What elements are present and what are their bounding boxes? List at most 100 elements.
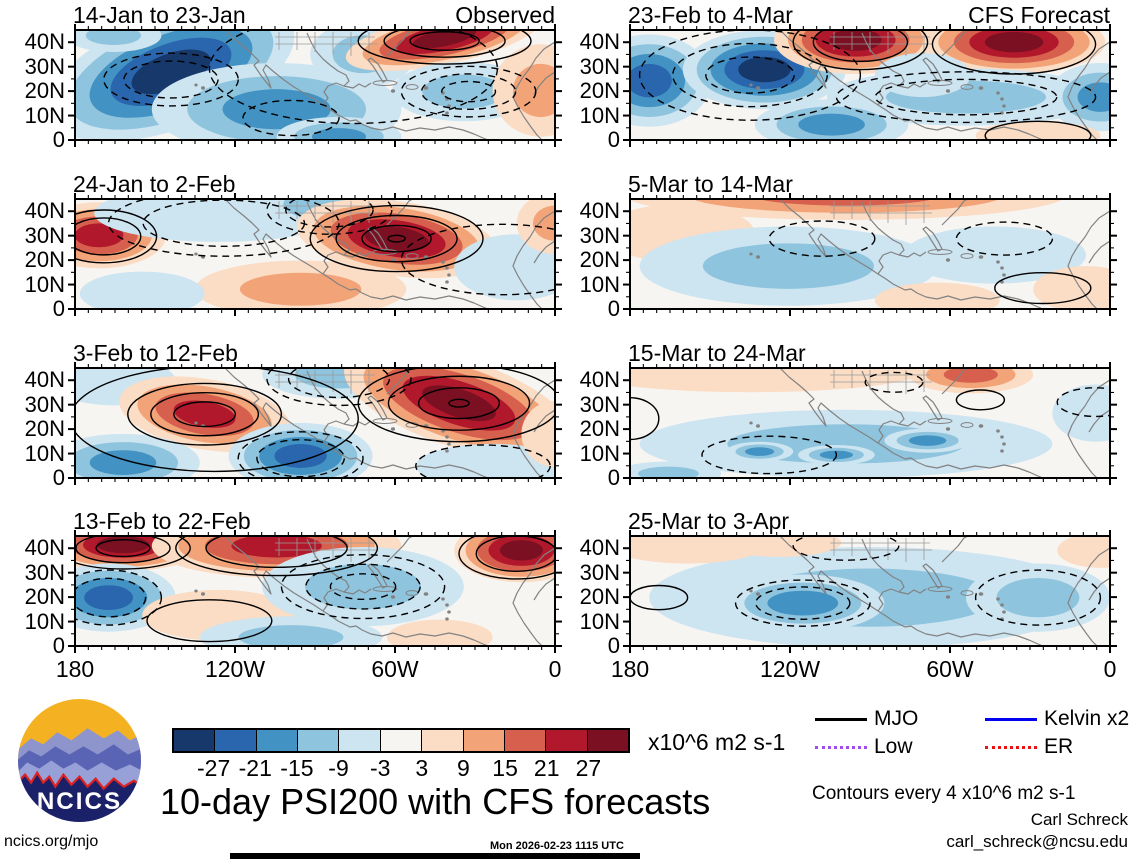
colorbar-level-label: 9 [457,755,470,781]
colorbar-cell [174,730,216,751]
panel-observed-4: 13-Feb to 22-Feb 40N 30N 20N 10N 0 [25,508,562,658]
y-tick-label: 0 [52,127,65,152]
panel-title: 5-Mar to 14-Mar [628,171,793,197]
y-tick-label: 40N [24,198,65,224]
y-tick-label: 30N [579,53,620,79]
y-tick-label: 10N [579,608,620,634]
y-tick-label: 0 [607,633,620,658]
y-tick-label: 0 [52,633,65,658]
website-link[interactable]: ncics.org/mjo [4,833,99,850]
credit-name: Carl Schreck [1030,810,1128,829]
colorbar-level-label: 27 [575,755,602,781]
panel-title: 3-Feb to 12-Feb [73,340,238,366]
contour-map [68,193,562,316]
contour-map [623,530,1117,653]
y-tick-label: 40N [579,29,620,55]
y-tick-label: 30N [24,559,65,585]
y-tick-label: 20N [579,78,620,104]
colorbar [172,728,630,753]
x-axis-labels-right: 180 120W 60W 0 [611,656,1117,686]
y-tick-label: 20N [579,584,620,610]
timestamp: Mon 2026-02-23 1115 UTC [490,840,624,852]
y-tick-label: 10N [24,608,65,634]
colorbar-units: x10^6 m2 s-1 [648,729,786,755]
panel-title: 24-Jan to 2-Feb [73,171,236,197]
column-heading-forecast: CFS Forecast [968,2,1110,28]
colorbar-cell [587,730,628,751]
legend-line-kelvin [985,718,1037,721]
colorbar-level-label: 15 [492,755,518,781]
x-tick-120w: 120W [759,656,821,682]
logo-ridge-line [18,770,141,791]
y-tick-label: 30N [579,559,620,585]
contour-map [68,530,562,653]
colorbar-level-label: -21 [238,755,272,781]
colorbar-cell [380,730,423,751]
legend-line-mjo [815,718,867,721]
y-tick-label: 20N [24,416,65,442]
y-tick-label: 20N [24,78,65,104]
panel-forecast-4: 25-Mar to 3-Apr 40N 30N 20N 10N 0 [580,508,1117,658]
panel-observed-1: 14-Jan to 23-Jan Observed 40N 30N 20N 10N 0 [25,2,562,152]
colorbar-cell [422,730,464,751]
y-tick-label: 0 [607,127,620,152]
colorbar-labels: -27 -21 -15 -9 -3 3 9 15 21 27 [172,755,630,781]
legend-label-kelvin: Kelvin x2 [1044,707,1130,730]
x-tick-0: 0 [1103,656,1117,682]
contour-map [623,24,1117,147]
y-tick-label: 20N [24,247,65,273]
legend-line-er [985,746,1037,749]
y-tick-label: 10N [579,440,620,466]
y-tick-label: 30N [24,391,65,417]
y-tick-label: 20N [579,416,620,442]
panel-observed-3: 3-Feb to 12-Feb 40N 30N 20N 10N 0 [25,340,562,490]
panel-forecast-3: 15-Mar to 24-Mar 40N 30N 20N 10N 0 [580,340,1117,490]
y-tick-label: 0 [52,296,65,321]
colorbar-cell [339,730,381,751]
y-tick-label: 40N [579,535,620,561]
y-tick-label: 40N [24,367,65,393]
y-tick-label: 0 [52,465,65,490]
x-tick-60w: 60W [926,656,974,682]
contour-map [623,193,1117,316]
y-tick-label: 10N [579,102,620,128]
legend-label-mjo: MJO [874,707,919,730]
y-tick-label: 40N [579,198,620,224]
colorbar-level-label: -3 [369,755,391,781]
y-tick-label: 40N [579,367,620,393]
y-tick-label: 30N [24,222,65,248]
y-tick-label: 10N [579,271,620,297]
y-tick-label: 40N [24,535,65,561]
figure-title: 10-day PSI200 with CFS forecasts [160,781,711,822]
contour-map [68,24,562,147]
x-tick-0: 0 [548,656,562,682]
colorbar-cell [298,730,340,751]
colorbar-level-label: -9 [328,755,349,781]
panel-title: 15-Mar to 24-Mar [628,340,806,366]
contour-interval-note: Contours every 4 x10^6 m2 s-1 [812,783,1076,804]
legend-line-low [815,746,867,749]
colorbar-level-label: 21 [533,755,560,781]
x-tick-120w: 120W [204,656,266,682]
panel-title: 13-Feb to 22-Feb [73,508,251,534]
panel-title: 23-Feb to 4-Mar [628,2,793,28]
contour-map [68,362,562,485]
colorbar-level-label: 3 [415,755,429,781]
y-tick-label: 30N [24,53,65,79]
x-axis-labels-left: 180 120W 60W 0 [56,656,562,686]
x-tick-180: 180 [610,656,650,682]
legend-label-er: ER [1044,735,1074,758]
x-tick-180: 180 [55,656,95,682]
panel-forecast-1: 23-Feb to 4-Mar CFS Forecast 40N 30N 20N 10… [580,2,1117,152]
bottom-bar [230,853,640,859]
x-tick-60w: 60W [371,656,419,682]
y-tick-label: 10N [24,440,65,466]
y-tick-label: 20N [24,584,65,610]
ncics-logo: NCICS [18,699,141,822]
y-tick-label: 30N [579,222,620,248]
y-tick-label: 30N [579,391,620,417]
column-heading-observed: Observed [455,2,555,28]
panel-title: 14-Jan to 23-Jan [73,2,246,28]
colorbar-cell [504,730,547,751]
